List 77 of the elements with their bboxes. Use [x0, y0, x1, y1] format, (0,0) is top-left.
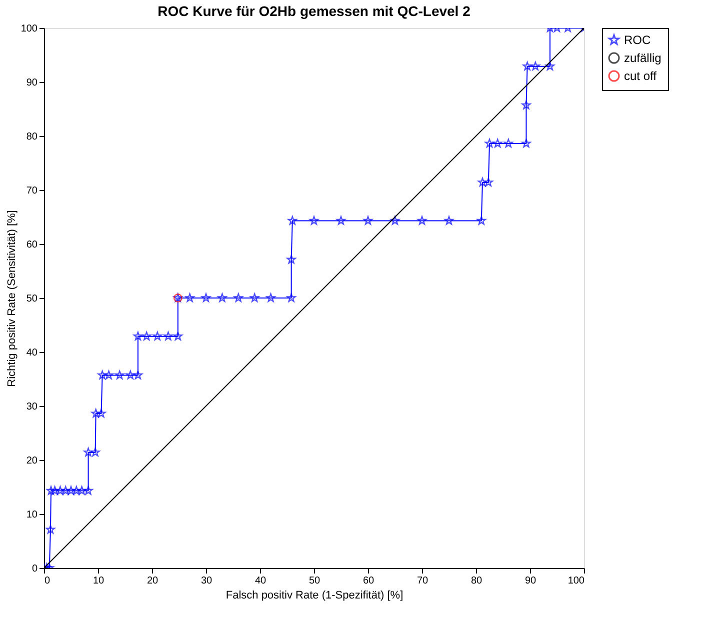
point [133, 332, 143, 340]
y-tick-label: 100 [20, 24, 38, 34]
point [142, 332, 152, 340]
point [250, 293, 260, 302]
y-tick-label: 90 [26, 78, 38, 88]
point [77, 486, 86, 495]
legend-label: cut off [624, 69, 658, 83]
point [66, 486, 76, 495]
y-tick-label: 10 [26, 510, 38, 520]
point [234, 293, 243, 302]
x-axis-title: Falsch positiv Rate (1-Spezifität) [%] [226, 590, 404, 602]
point [309, 216, 319, 225]
point [417, 216, 427, 225]
y-tick-label: 70 [26, 186, 38, 196]
point [164, 332, 173, 340]
point [201, 293, 211, 302]
point [522, 100, 531, 110]
y-tick-label: 60 [26, 240, 38, 250]
point [476, 216, 486, 225]
legend-label: ROC [624, 33, 651, 47]
point [288, 216, 297, 225]
point [530, 62, 540, 70]
point [98, 370, 107, 380]
point [522, 62, 532, 70]
chart-title: ROC Kurve für O2Hb gemessen mit QC-Level 2 [158, 3, 471, 19]
x-tick-label: 60 [362, 576, 374, 586]
y-tick-label: 40 [26, 348, 38, 358]
point [91, 408, 100, 418]
legend-label: zufällig [624, 51, 662, 65]
point [218, 293, 227, 302]
y-axis-title: Richtig positiv Rate (Sensitivität) [%] [6, 210, 18, 387]
point [96, 408, 106, 418]
x-tick-label: 80 [470, 576, 482, 586]
point [104, 370, 114, 380]
x-tick-label: 20 [146, 576, 158, 586]
y-tick-label: 20 [26, 456, 38, 466]
point [61, 486, 70, 495]
point [484, 178, 493, 186]
y-tick-label: 50 [26, 294, 38, 304]
point [286, 254, 296, 264]
point [152, 332, 162, 340]
x-tick-label: 90 [524, 576, 536, 586]
x-tick-label: 10 [92, 576, 104, 586]
point [522, 138, 531, 148]
point [493, 138, 502, 148]
y-tick-label: 30 [26, 402, 38, 412]
point [126, 370, 135, 380]
point [72, 486, 81, 495]
point [545, 62, 555, 70]
point [46, 524, 56, 534]
x-tick-label: 100 [568, 576, 585, 586]
x-tick-label: 70 [416, 576, 428, 586]
x-tick-label: 40 [254, 576, 266, 586]
point [286, 293, 296, 302]
point [504, 138, 513, 148]
point [444, 216, 454, 225]
point [133, 370, 143, 380]
point [478, 178, 488, 186]
point [266, 293, 276, 302]
y-tick-label: 0 [32, 564, 38, 574]
point [56, 486, 65, 495]
point [84, 448, 93, 456]
point [173, 332, 182, 340]
x-tick-label: 0 [44, 576, 50, 586]
point [363, 216, 373, 225]
point [50, 486, 60, 495]
point [90, 448, 100, 456]
point [336, 216, 346, 225]
point [115, 370, 124, 380]
point [84, 486, 93, 495]
y-tick-label: 80 [26, 132, 38, 142]
point [484, 138, 494, 148]
point [390, 216, 400, 225]
x-tick-label: 50 [308, 576, 320, 586]
point [185, 293, 194, 302]
point [46, 486, 56, 495]
x-tick-label: 30 [200, 576, 212, 586]
